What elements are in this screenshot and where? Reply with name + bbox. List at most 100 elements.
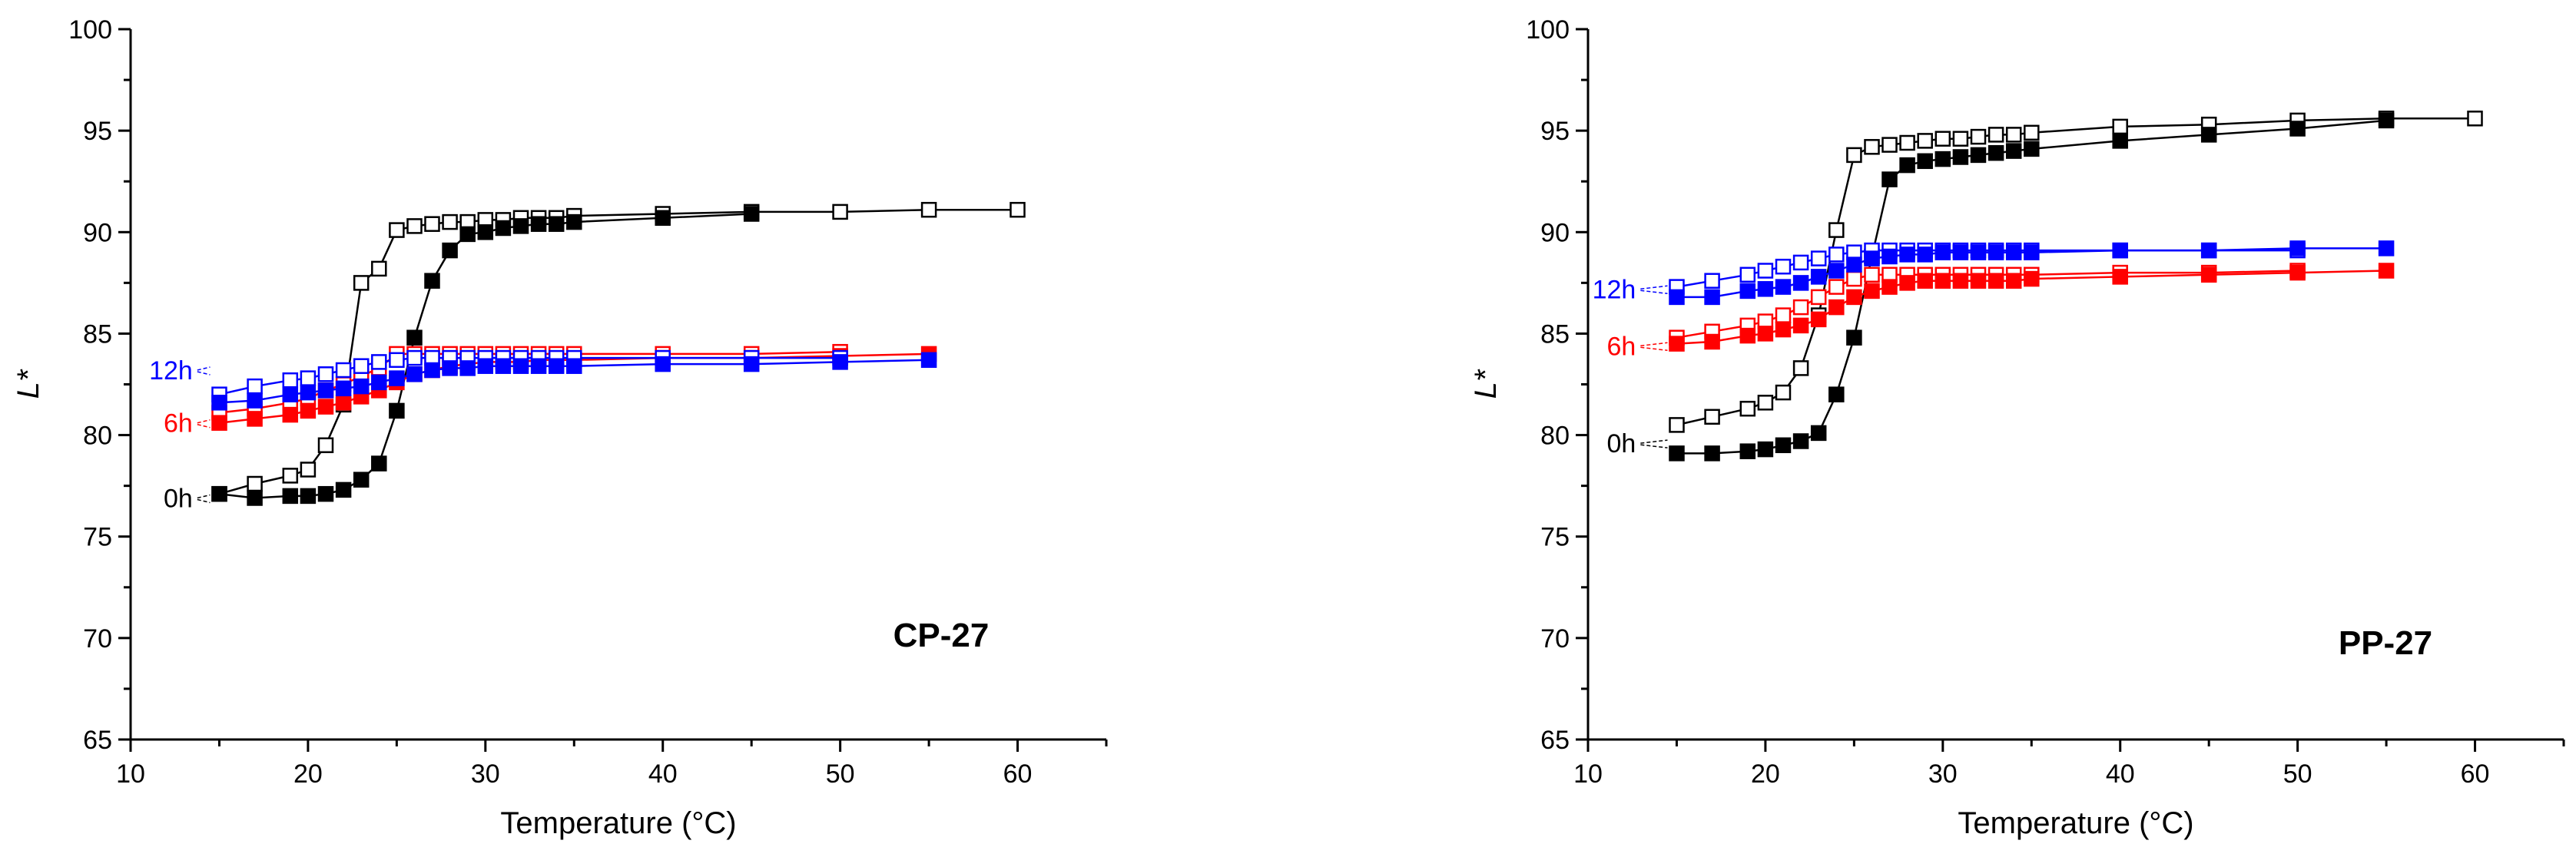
data-point	[920, 201, 937, 218]
data-point	[1970, 273, 1987, 289]
data-point	[335, 362, 352, 379]
data-point	[2200, 242, 2217, 259]
data-point	[2024, 124, 2040, 141]
chart-panel-1: 10 20 30 40 50 60 65 70 75 80 85 90 95 100 Temperature…	[12, 15, 1108, 840]
data-point	[1757, 326, 1774, 342]
data-point	[1881, 137, 1898, 153]
series-label-leader	[197, 371, 211, 376]
data-point	[2289, 121, 2306, 137]
data-point	[2024, 270, 2040, 287]
series-label: 0h	[164, 485, 193, 514]
y-tick-label: 85	[83, 319, 112, 349]
data-point	[1739, 283, 1756, 299]
data-point	[247, 392, 263, 409]
data-point	[495, 358, 512, 374]
data-point	[1988, 273, 2004, 289]
x-tick-label: 30	[471, 759, 500, 789]
data-point	[1792, 254, 1809, 271]
data-point	[389, 402, 405, 419]
data-point	[1917, 133, 1933, 149]
data-point	[1828, 386, 1845, 402]
x-tick-label: 40	[648, 759, 678, 789]
data-point	[1775, 307, 1792, 323]
data-point	[1864, 250, 1880, 266]
series-line	[1676, 270, 2298, 339]
data-point	[1846, 329, 1862, 346]
data-point	[1775, 279, 1792, 295]
data-point	[1669, 445, 1685, 462]
series-4	[1669, 263, 2395, 352]
data-point	[2200, 127, 2217, 143]
data-point	[406, 366, 423, 382]
data-point	[1792, 299, 1809, 316]
y-tick-label: 80	[1540, 422, 1570, 451]
data-point	[282, 488, 299, 505]
data-point	[1828, 247, 1845, 263]
data-point	[530, 216, 547, 232]
data-point	[300, 462, 317, 478]
data-point	[1810, 425, 1827, 442]
data-point	[1828, 222, 1845, 238]
data-point	[1810, 311, 1827, 328]
data-point	[353, 275, 370, 291]
data-point	[1810, 250, 1827, 266]
data-point	[2289, 240, 2306, 256]
data-point	[1881, 171, 1898, 187]
series-label: 6h	[164, 409, 193, 438]
y-tick-label: 90	[83, 218, 112, 247]
x-tick-label: 20	[293, 759, 323, 789]
data-point	[1704, 333, 1720, 350]
series-label-leader	[197, 366, 211, 371]
x-tick-label: 60	[2461, 759, 2490, 789]
data-point	[512, 358, 529, 374]
series-label-leader	[1640, 444, 1668, 448]
data-point	[1775, 321, 1792, 338]
data-point	[1988, 244, 2004, 260]
data-point	[2005, 127, 2022, 143]
data-point	[406, 349, 423, 366]
data-point	[317, 399, 334, 415]
data-point	[371, 354, 387, 370]
series-6	[1669, 240, 2395, 306]
data-point	[317, 366, 334, 382]
data-point	[282, 406, 299, 423]
data-point	[1899, 157, 1915, 174]
x-tick-label: 50	[2283, 759, 2312, 789]
data-point	[1864, 266, 1880, 283]
series-line	[219, 208, 1018, 495]
data-point	[566, 213, 582, 230]
data-point	[442, 360, 458, 376]
series-label-leader	[197, 494, 211, 499]
data-point	[1917, 273, 1933, 289]
data-point	[832, 203, 848, 220]
data-point	[300, 402, 317, 419]
data-point	[1792, 433, 1809, 449]
y-tick-label: 70	[1540, 624, 1570, 654]
x-tick-label: 60	[1003, 759, 1033, 789]
series-label: 12h	[1593, 275, 1636, 304]
data-point	[1704, 289, 1720, 306]
series-1	[211, 201, 1026, 502]
series-6	[211, 352, 937, 411]
series-label-leader	[1640, 342, 1668, 347]
y-tick-label: 90	[1540, 218, 1570, 247]
data-point	[920, 352, 937, 369]
data-point	[495, 220, 512, 237]
data-point	[2005, 143, 2022, 159]
data-point	[2005, 273, 2022, 289]
data-point	[406, 218, 423, 234]
data-point	[2378, 240, 2395, 256]
series-label: 12h	[149, 356, 193, 385]
x-axis-label: Temperature (°C)	[500, 806, 736, 840]
data-point	[2378, 112, 2395, 129]
data-point	[1846, 289, 1862, 306]
chart-title: PP-27	[2339, 624, 2432, 662]
chart-panel-2: 10 20 30 40 50 60 65 70 75 80 85 90 95 100 Temperature…	[1469, 15, 2565, 840]
data-point	[2378, 263, 2395, 279]
data-point	[1846, 270, 1862, 287]
series-line	[219, 350, 840, 414]
data-point	[1775, 258, 1792, 275]
data-point	[832, 354, 848, 370]
data-point	[1757, 263, 1774, 279]
